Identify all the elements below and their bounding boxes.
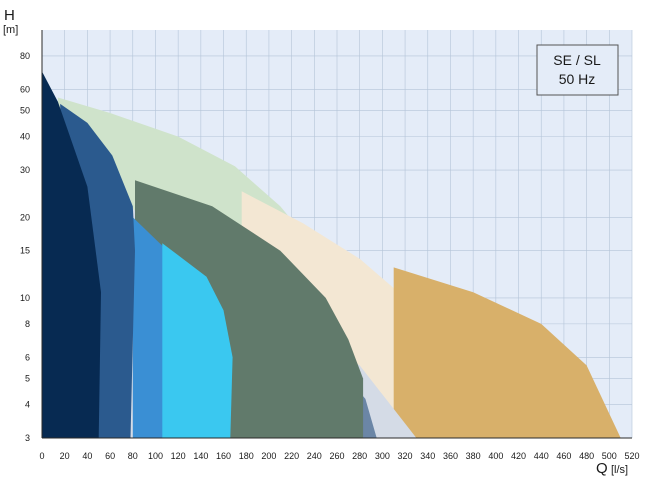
legend-title: SE / SL (553, 52, 601, 68)
y-tick-label: 30 (20, 165, 30, 175)
x-tick-label: 100 (148, 451, 163, 461)
performance-area-3 (393, 267, 621, 438)
x-tick-label: 80 (128, 451, 138, 461)
x-tick-labels: 0 20 40 60 80 100 120 140 160 180 200 220 240 260 280 3… (39, 451, 639, 461)
x-tick-label: 280 (352, 451, 367, 461)
legend-box-frame (536, 44, 619, 96)
y-tick-label: 4 (25, 400, 30, 410)
y-tick-label: 60 (20, 84, 30, 94)
y-tick-label: 3 (25, 433, 30, 443)
x-tick-label: 460 (556, 451, 571, 461)
x-tick-label: 200 (261, 451, 276, 461)
x-axis-unit: [l/s] (611, 464, 628, 476)
performance-area-10 (42, 71, 101, 438)
x-tick-label: 260 (329, 451, 344, 461)
x-tick-label: 40 (82, 451, 92, 461)
x-tick-label: 20 (60, 451, 70, 461)
y-tick-label: 40 (20, 132, 30, 142)
x-tick-label: 0 (39, 451, 44, 461)
x-tick-label: 160 (216, 451, 231, 461)
y-axis-title: H (4, 7, 15, 24)
y-tick-label: 15 (20, 246, 30, 256)
x-tick-label: 180 (239, 451, 254, 461)
performance-areas (42, 71, 621, 439)
x-tick-label: 480 (579, 451, 594, 461)
performance-area-8 (162, 243, 233, 438)
x-tick-label: 300 (375, 451, 390, 461)
x-tick-label: 400 (488, 451, 503, 461)
x-tick-label: 220 (284, 451, 299, 461)
y-axis-unit: [m] (3, 24, 18, 36)
x-tick-label: 380 (466, 451, 481, 461)
x-tick-label: 420 (511, 451, 526, 461)
x-tick-label: 60 (105, 451, 115, 461)
y-tick-label: 5 (25, 374, 30, 384)
x-tick-label: 120 (171, 451, 186, 461)
y-tick-label: 50 (20, 106, 30, 116)
legend-frequency: 50 Hz (559, 71, 596, 87)
x-tick-label: 440 (534, 451, 549, 461)
y-tick-label: 10 (20, 293, 30, 303)
legend-box: SE / SL 50 Hz (536, 44, 619, 96)
x-tick-label: 520 (624, 451, 639, 461)
x-tick-label: 340 (420, 451, 435, 461)
x-tick-label: 320 (398, 451, 413, 461)
y-tick-label: 20 (20, 212, 30, 222)
x-tick-label: 140 (193, 451, 208, 461)
x-tick-label: 500 (602, 451, 617, 461)
y-tick-label: 80 (20, 51, 30, 61)
y-tick-labels: 3 4 5 6 8 10 15 20 30 40 50 60 80 (20, 51, 30, 443)
x-axis-title: Q (596, 460, 608, 477)
y-tick-label: 8 (25, 319, 30, 329)
x-tick-label: 360 (443, 451, 458, 461)
axes (41, 30, 632, 439)
y-tick-label: 6 (25, 352, 30, 362)
x-tick-label: 240 (307, 451, 322, 461)
